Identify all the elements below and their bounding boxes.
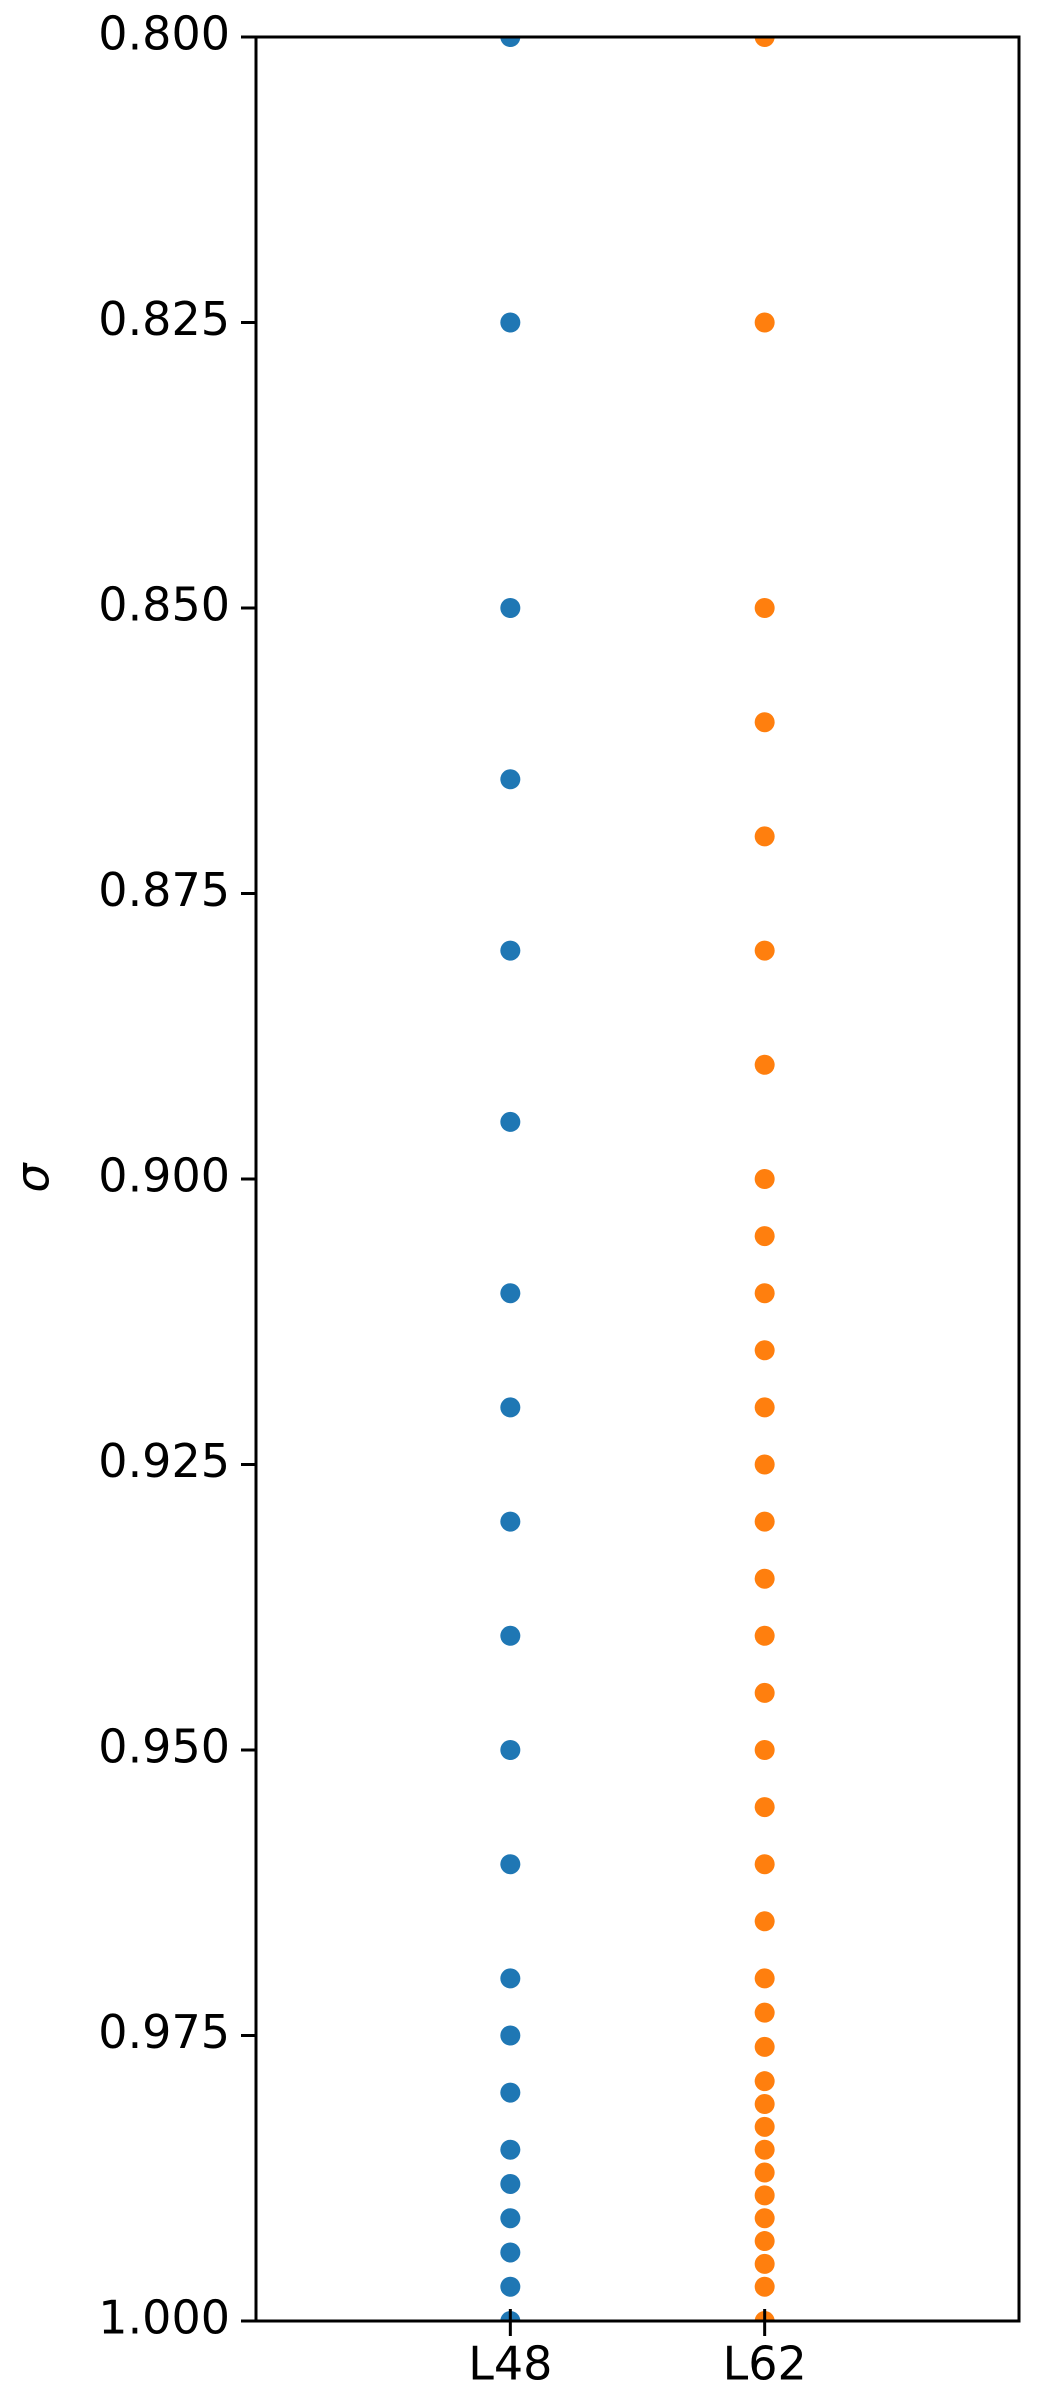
- point: [754, 37, 775, 47]
- y-tick-label: 0.825: [98, 292, 230, 346]
- point: [500, 2025, 521, 2046]
- point: [754, 1511, 775, 1532]
- point: [754, 712, 775, 733]
- point: [500, 2082, 521, 2103]
- point: [754, 1968, 775, 1989]
- point: [754, 2036, 775, 2057]
- y-tick-label: 0.925: [98, 1434, 230, 1488]
- point: [500, 37, 521, 47]
- point: [754, 2002, 775, 2023]
- point: [754, 1454, 775, 1475]
- point: [500, 940, 521, 961]
- y-tick-label: 0.850: [98, 578, 230, 632]
- point: [500, 2208, 521, 2229]
- point: [754, 2071, 775, 2092]
- point: [754, 1568, 775, 1589]
- y-tick-label: 0.975: [98, 2005, 230, 2059]
- point: [754, 1854, 775, 1875]
- y-tick-label: 0.875: [98, 863, 230, 917]
- point: [754, 1169, 775, 1189]
- point: [754, 1397, 775, 1418]
- point: [500, 1968, 521, 1989]
- point: [754, 2276, 775, 2297]
- point: [500, 1740, 521, 1760]
- point: [754, 2162, 775, 2183]
- point: [754, 1682, 775, 1703]
- point: [754, 1226, 775, 1247]
- point: [754, 940, 775, 961]
- point: [500, 312, 521, 333]
- plot-points: [500, 37, 775, 2321]
- point: [754, 1740, 775, 1760]
- point: [500, 1283, 521, 1304]
- point: [500, 1854, 521, 1875]
- point: [754, 598, 775, 618]
- y-tick-label: 0.800: [98, 7, 230, 61]
- point: [754, 1625, 775, 1646]
- point: [754, 2208, 775, 2229]
- point: [754, 2253, 775, 2274]
- point: [754, 1797, 775, 1818]
- point: [500, 2242, 521, 2263]
- y-tick-label: 0.900: [98, 1149, 230, 1203]
- point: [754, 312, 775, 333]
- point: [754, 2116, 775, 2137]
- point: [500, 2276, 521, 2297]
- point: [500, 769, 521, 790]
- y-axis-label: σ: [6, 1162, 60, 1193]
- point: [754, 2139, 775, 2160]
- point: [754, 1911, 775, 1932]
- point: [500, 1625, 521, 1646]
- point: [754, 1340, 775, 1361]
- point: [500, 2173, 521, 2194]
- point: [500, 598, 521, 618]
- point: [500, 2139, 521, 2160]
- y-tick-label: 1.000: [98, 2291, 230, 2345]
- point: [500, 1397, 521, 1418]
- point: [754, 826, 775, 847]
- x-tick-label: L62: [723, 2337, 807, 2391]
- x-tick-label: L48: [468, 2337, 552, 2391]
- point: [754, 2231, 775, 2252]
- y-tick-label: 0.950: [98, 1720, 230, 1774]
- point: [754, 2185, 775, 2206]
- point: [754, 1283, 775, 1304]
- plot-frame: [254, 35, 1021, 2323]
- point: [500, 1111, 521, 1132]
- point: [754, 2094, 775, 2115]
- point: [500, 1511, 521, 1532]
- point: [754, 1054, 775, 1075]
